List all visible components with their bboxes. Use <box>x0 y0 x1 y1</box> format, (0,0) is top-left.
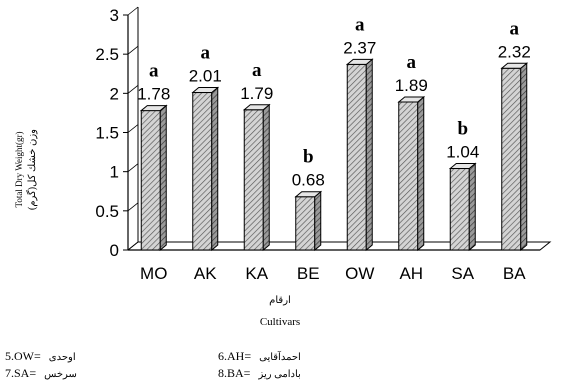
significance-letter: a <box>201 43 211 64</box>
bar <box>345 58 374 252</box>
bar-side <box>520 62 528 252</box>
y-tick-label: 2 <box>110 84 119 103</box>
legend-code: 7.SA= <box>5 366 37 380</box>
x-tick-label: BE <box>297 264 320 283</box>
bar-front <box>449 168 470 251</box>
bar-top <box>345 58 374 65</box>
y-tick-depth <box>127 202 139 212</box>
bar-front <box>501 67 522 251</box>
bar-front <box>192 92 213 251</box>
significance-letter: b <box>457 119 468 140</box>
significance-letter: a <box>252 60 262 81</box>
bar <box>448 162 477 252</box>
y-tick-label: 3 <box>110 6 119 25</box>
y-tick-depth <box>127 6 139 16</box>
bar-side <box>262 103 270 252</box>
bar-top <box>242 104 271 111</box>
bar <box>242 103 271 252</box>
bar-side <box>159 104 167 252</box>
x-tick-label: MO <box>140 264 167 283</box>
y-tick-depth <box>127 85 139 94</box>
significance-letter: b <box>303 147 314 168</box>
significance-letter: a <box>149 61 159 82</box>
bar-value-label: 2.01 <box>189 67 222 86</box>
bar-chart: 0 0.5 1 1.5 2 2.5 3 1.78 a MO 2.01 a AK 1.79 a KA 0.68 b… <box>95 6 552 283</box>
bar <box>294 190 323 252</box>
y-tick-label: 1 <box>110 163 119 182</box>
bar-front <box>398 101 419 251</box>
legend-code: 8.BA= <box>218 366 251 380</box>
legend-name: بادامی ریز <box>258 369 301 380</box>
bar-side <box>468 162 476 252</box>
x-axis-title-local: ارقام <box>269 295 291 306</box>
bar <box>139 104 168 252</box>
y-tick-depth <box>127 45 139 55</box>
x-axis-title: Cultivars <box>259 316 301 328</box>
bar-top <box>294 191 323 198</box>
x-tick-label: AK <box>194 264 217 283</box>
significance-letter: a <box>407 52 417 73</box>
chart-floor <box>126 241 552 251</box>
x-tick-label: OW <box>345 264 374 283</box>
legend-name: احمدآقایی <box>259 352 301 363</box>
bar-value-label: 1.79 <box>240 84 273 103</box>
legend-entry: 8.BA= بادامی ریز <box>218 366 301 381</box>
legend-code: 5.OW= <box>5 349 41 363</box>
y-axis-title-english: Total Dry Weight(gr) <box>14 131 24 208</box>
bar-value-label: 1.04 <box>446 143 479 162</box>
x-tick-label: KA <box>245 264 268 283</box>
bar-front <box>243 109 264 251</box>
y-tick-depth <box>127 124 139 133</box>
bar-top <box>448 163 477 170</box>
y-tick-label: 1.5 <box>95 124 119 143</box>
legend-name: اوحدی <box>48 352 76 363</box>
bar-value-label: 1.78 <box>137 85 170 104</box>
bar-value-label: 2.37 <box>343 38 376 57</box>
y-axis-title-local: وزن خشك كل(گرم) <box>27 129 38 210</box>
legend-entry: 7.SA= سرخس <box>5 366 77 381</box>
bar-side <box>417 95 425 252</box>
bar-value-label: 1.89 <box>395 76 428 95</box>
bar-top <box>139 105 168 112</box>
bar <box>500 62 529 252</box>
y-tick-label: 0 <box>110 241 119 260</box>
y-tick-label: 2.5 <box>95 45 119 64</box>
bar-side <box>365 58 373 252</box>
bar-top <box>397 96 426 103</box>
bar-front <box>346 63 367 251</box>
x-tick-label: BA <box>503 264 526 283</box>
legend-name: سرخس <box>44 369 77 380</box>
bar-side <box>211 86 219 252</box>
bar-side <box>314 190 322 252</box>
bar-value-label: 0.68 <box>292 171 325 190</box>
legend-entry: 6.AH= احمدآقایی <box>218 349 301 364</box>
y-tick-label: 0.5 <box>95 202 119 221</box>
legend-code: 6.AH= <box>218 349 252 363</box>
x-tick-label: SA <box>451 264 474 283</box>
bar <box>397 95 426 252</box>
y-tick-depth <box>127 241 139 251</box>
bar-top <box>500 62 529 69</box>
significance-letter: a <box>355 14 365 35</box>
y-tick-depth <box>127 163 139 172</box>
y-axis-title: Total Dry Weight(gr) وزن خشك كل(گرم) <box>14 129 38 210</box>
x-tick-label: AH <box>399 264 423 283</box>
bar-value-label: 2.32 <box>498 42 531 61</box>
bar-top <box>191 87 220 94</box>
legend-entry: 5.OW= اوحدی <box>5 349 76 364</box>
bar <box>191 86 220 252</box>
significance-letter: a <box>510 18 520 39</box>
bar-front <box>295 196 316 251</box>
bar-front <box>140 110 161 251</box>
